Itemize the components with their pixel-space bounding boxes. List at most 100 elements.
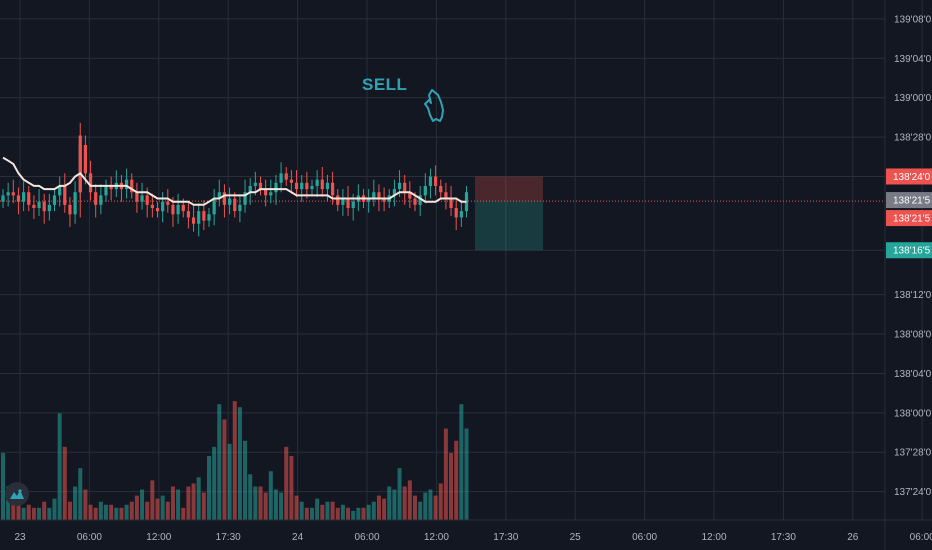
candle-body[interactable] bbox=[27, 192, 31, 205]
candle-body[interactable] bbox=[253, 182, 257, 186]
candle-body[interactable] bbox=[449, 198, 453, 208]
price-tag-entry[interactable] bbox=[886, 210, 932, 227]
volume-bar bbox=[325, 501, 330, 520]
candle-body[interactable] bbox=[125, 179, 129, 190]
candle-body[interactable] bbox=[454, 208, 458, 218]
pointer-hand-icon bbox=[424, 89, 444, 122]
candle-body[interactable] bbox=[222, 192, 227, 205]
candle-body[interactable] bbox=[413, 198, 417, 205]
candle-body[interactable] bbox=[32, 204, 36, 208]
candle-body[interactable] bbox=[351, 201, 355, 208]
candle-body[interactable] bbox=[22, 192, 26, 202]
candle-body[interactable] bbox=[140, 195, 144, 202]
candle-body[interactable] bbox=[212, 198, 216, 215]
candle-body[interactable] bbox=[346, 198, 350, 208]
candle-body[interactable] bbox=[155, 208, 160, 212]
candle-body[interactable] bbox=[202, 211, 206, 221]
candle-body[interactable] bbox=[58, 185, 62, 196]
candle-body[interactable] bbox=[99, 195, 103, 205]
candle-body[interactable] bbox=[459, 211, 463, 218]
candle-body[interactable] bbox=[88, 173, 93, 193]
candle-body[interactable] bbox=[197, 211, 201, 224]
price-tag-target[interactable] bbox=[886, 242, 932, 259]
candle-body[interactable] bbox=[176, 204, 180, 215]
candle-body[interactable] bbox=[367, 198, 371, 202]
candle-body[interactable] bbox=[6, 192, 10, 196]
candle-body[interactable] bbox=[408, 192, 412, 199]
candle-body[interactable] bbox=[161, 201, 165, 212]
candle-body[interactable] bbox=[264, 189, 268, 196]
candle-body[interactable] bbox=[428, 176, 433, 186]
candle-body[interactable] bbox=[284, 173, 288, 180]
candle-body[interactable] bbox=[83, 144, 87, 174]
candle-body[interactable] bbox=[269, 192, 273, 196]
candle-body[interactable] bbox=[228, 198, 232, 205]
candle-body[interactable] bbox=[336, 195, 340, 205]
candle-body[interactable] bbox=[238, 204, 242, 212]
candle-body[interactable] bbox=[233, 198, 237, 212]
candle-body[interactable] bbox=[392, 189, 396, 196]
candle-body[interactable] bbox=[171, 204, 175, 215]
candle-body[interactable] bbox=[274, 182, 278, 193]
candle-body[interactable] bbox=[135, 192, 139, 202]
stop-loss-zone[interactable] bbox=[475, 176, 543, 202]
candle-body[interactable] bbox=[150, 204, 154, 208]
candle-body[interactable] bbox=[47, 204, 51, 212]
volume-bar bbox=[83, 489, 88, 520]
candle-body[interactable] bbox=[191, 217, 196, 224]
volume-bar bbox=[376, 495, 381, 520]
candle-body[interactable] bbox=[217, 192, 221, 199]
candle-body[interactable] bbox=[444, 192, 448, 199]
candle-body[interactable] bbox=[207, 214, 211, 221]
candle-body[interactable] bbox=[166, 201, 170, 205]
candle-body[interactable] bbox=[434, 176, 438, 186]
candle-body[interactable] bbox=[300, 182, 304, 190]
candle-body[interactable] bbox=[42, 201, 46, 212]
candle-body[interactable] bbox=[243, 192, 247, 205]
candle-spike-body[interactable] bbox=[78, 135, 82, 193]
candle-body[interactable] bbox=[382, 198, 386, 202]
candle-body[interactable] bbox=[186, 211, 190, 218]
candle-body[interactable] bbox=[403, 182, 407, 193]
candle-body[interactable] bbox=[145, 195, 149, 205]
candle-body[interactable] bbox=[181, 204, 185, 212]
candle-body[interactable] bbox=[439, 185, 443, 193]
candle-body[interactable] bbox=[11, 192, 15, 196]
candle-body[interactable] bbox=[109, 185, 113, 190]
candle-body[interactable] bbox=[397, 182, 402, 190]
candle-body[interactable] bbox=[305, 182, 309, 190]
candle-body[interactable] bbox=[63, 185, 67, 205]
candle-body[interactable] bbox=[418, 195, 422, 205]
candle-body[interactable] bbox=[68, 204, 72, 215]
price-tag-stop[interactable] bbox=[886, 168, 932, 185]
candle-body[interactable] bbox=[423, 185, 427, 196]
candle-body[interactable] bbox=[289, 179, 293, 183]
tradingview-logo-icon[interactable] bbox=[5, 482, 29, 506]
candle-body[interactable] bbox=[52, 195, 57, 205]
candle-body[interactable] bbox=[279, 173, 283, 183]
time-tick-label: 25 bbox=[570, 532, 582, 543]
candle-body[interactable] bbox=[104, 185, 108, 196]
price-tick-label: 139'00'0 bbox=[894, 93, 932, 104]
candle-body[interactable] bbox=[372, 192, 376, 199]
candle-body[interactable] bbox=[248, 185, 252, 193]
candle-body[interactable] bbox=[258, 182, 263, 190]
candle-body[interactable] bbox=[94, 192, 98, 205]
candle-body[interactable] bbox=[130, 179, 134, 193]
candle-body[interactable] bbox=[320, 179, 324, 190]
candle-body[interactable] bbox=[341, 198, 345, 205]
candle-body[interactable] bbox=[377, 192, 381, 199]
candle-body[interactable] bbox=[310, 185, 314, 190]
candle-body[interactable] bbox=[73, 192, 77, 215]
candle-body[interactable] bbox=[1, 195, 5, 202]
candle-body[interactable] bbox=[315, 179, 319, 186]
take-profit-zone[interactable] bbox=[475, 201, 543, 251]
candle-body[interactable] bbox=[294, 182, 299, 190]
candle-body[interactable] bbox=[37, 201, 41, 208]
candle-body[interactable] bbox=[16, 195, 21, 202]
candle-body[interactable] bbox=[325, 182, 330, 190]
price-tag-last[interactable] bbox=[886, 192, 932, 209]
candle-body[interactable] bbox=[331, 182, 335, 196]
